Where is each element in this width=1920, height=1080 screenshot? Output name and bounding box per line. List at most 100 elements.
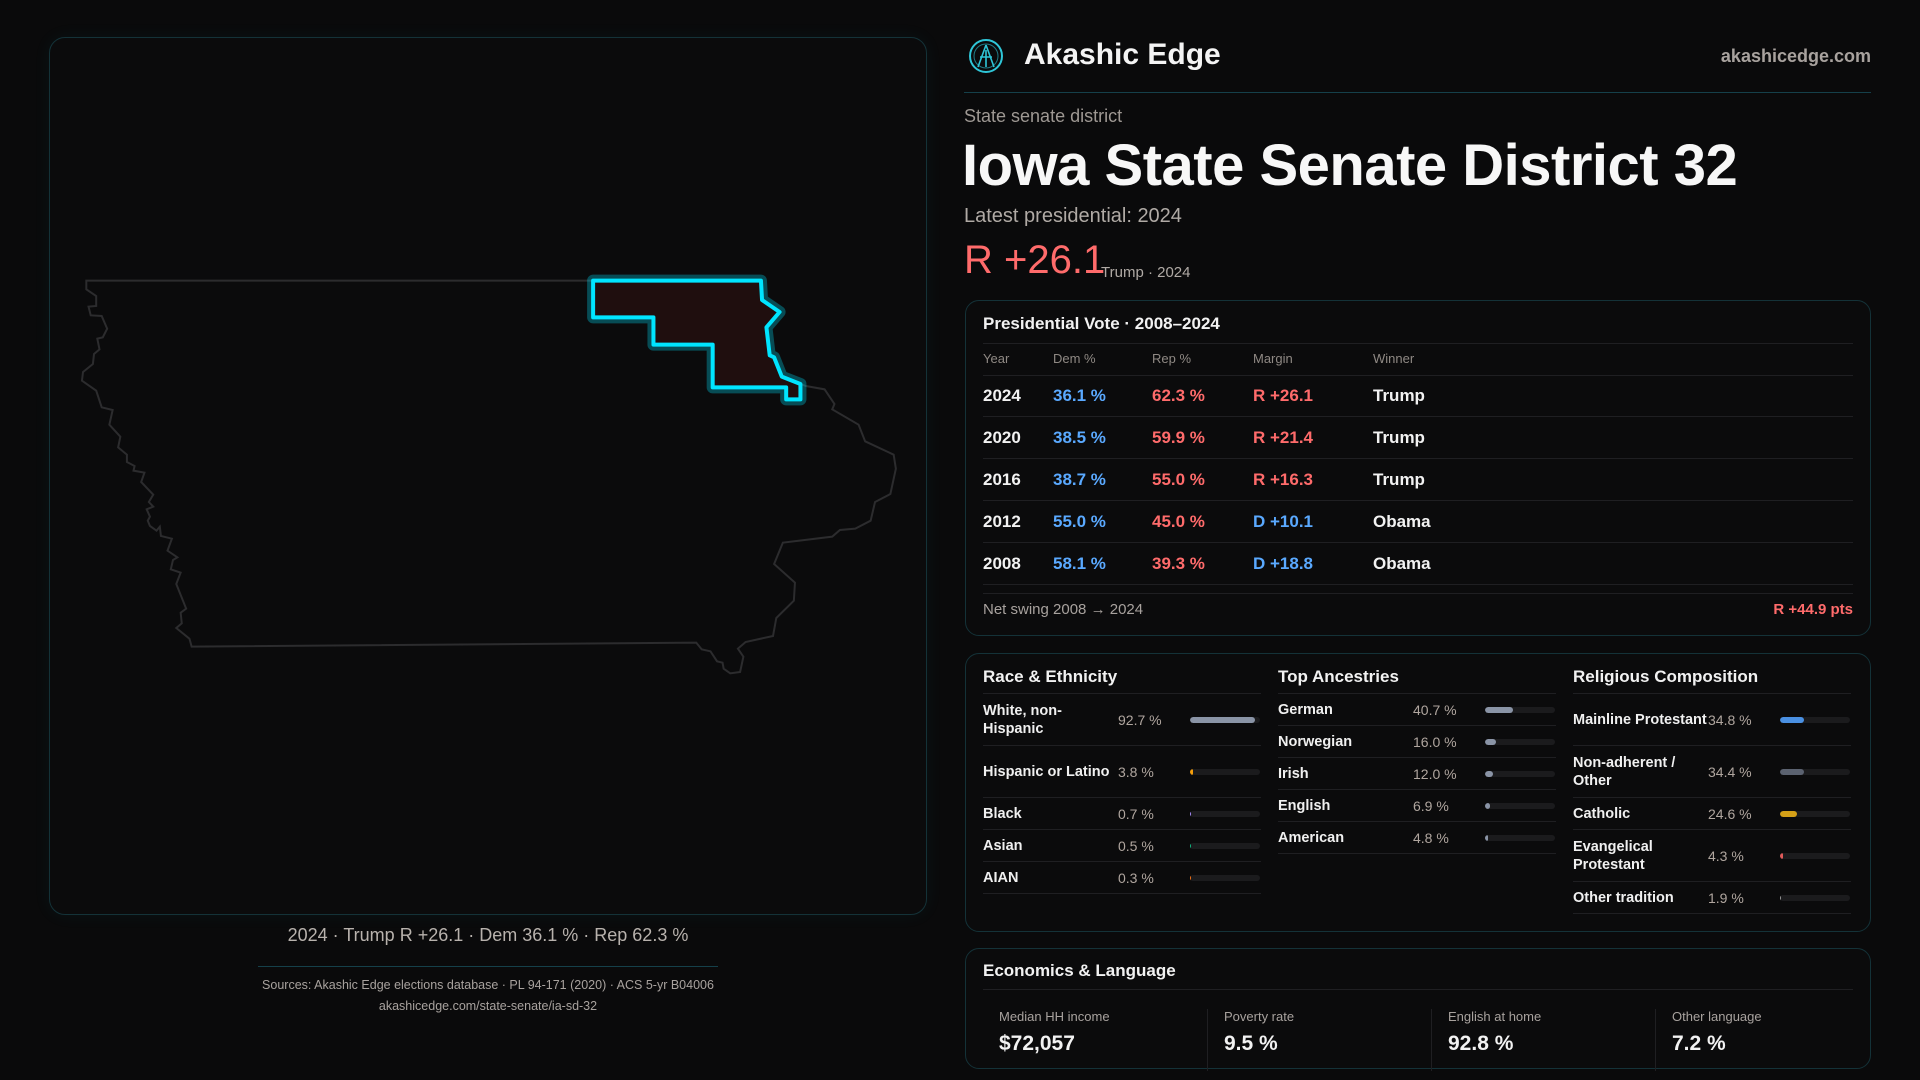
cell-rep: 55.0 % [1152, 470, 1205, 489]
item-bar-fill [1485, 834, 1489, 841]
stat-label: Median HH income [999, 1009, 1110, 1024]
item-label: Irish [1278, 765, 1309, 782]
stat-label: Other language [1672, 1009, 1762, 1024]
stat-tile: Other language 7.2 % [1655, 1009, 1879, 1071]
item-label: White, non-Hispanic [983, 702, 1062, 737]
item-bar-fill [1190, 874, 1192, 881]
item-value: 40.7 % [1413, 701, 1457, 718]
section-title: Race & Ethnicity [983, 667, 1118, 686]
economics-card: Economics & Language Median HH income $72… [965, 948, 1871, 1071]
item-label: Hispanic or Latino [983, 763, 1110, 780]
col-header-year: Year [983, 351, 1010, 366]
site-link[interactable]: akashicedge.com [1720, 46, 1871, 66]
list-item: Hispanic or Latino 3.8 % [983, 746, 1261, 798]
item-bar-fill [1190, 768, 1193, 775]
item-value: 34.4 % [1708, 763, 1752, 780]
section-title: Top Ancestries [1278, 667, 1399, 686]
cell-winner: Trump [1373, 470, 1425, 489]
list-item: Catholic 24.6 % [1573, 798, 1851, 830]
divider [983, 343, 1853, 344]
cell-winner: Obama [1373, 512, 1431, 531]
item-bar-fill [1485, 802, 1490, 809]
map-caption: 2024 · Trump R +26.1 · Dem 36.1 % · Rep … [287, 925, 689, 945]
iowa-state-outline [82, 281, 896, 674]
item-label: English [1278, 797, 1331, 814]
item-bar [1190, 716, 1260, 723]
item-bar-fill [1190, 716, 1255, 723]
cell-rep: 39.3 % [1152, 554, 1205, 573]
list-item: Asian 0.5 % [983, 830, 1261, 862]
item-label: Evangelical Protestant [1573, 838, 1653, 873]
stat-tile: Median HH income $72,057 [983, 1009, 1207, 1071]
district-map[interactable] [60, 260, 920, 690]
latest-margin: R +26.1 [964, 238, 1106, 282]
item-value: 12.0 % [1413, 765, 1457, 782]
section-title: Religious Composition [1573, 667, 1759, 686]
item-bar-fill [1780, 810, 1798, 817]
cell-year: 2020 [983, 428, 1021, 447]
col-header-dem: Dem % [1053, 351, 1096, 366]
latest-presidential-label: Latest presidential: 2024 [964, 205, 1182, 227]
table-row: 2024 36.1 % 62.3 % R +26.1 Trump [983, 375, 1853, 417]
item-bar-fill [1190, 842, 1192, 849]
item-label: Asian [983, 837, 1023, 854]
divider [983, 593, 1853, 594]
district-kind: State senate district [964, 106, 1123, 126]
district-32-shape[interactable] [593, 281, 800, 400]
item-value: 1.9 % [1708, 889, 1744, 906]
cell-winner: Obama [1373, 554, 1431, 573]
list-item: Norwegian 16.0 % [1278, 726, 1556, 758]
item-label: Other tradition [1573, 889, 1674, 906]
col-header-margin: Margin [1253, 351, 1293, 366]
cell-margin: D +18.8 [1253, 554, 1314, 573]
cell-rep: 59.9 % [1152, 428, 1205, 447]
stat-value: 92.8 % [1448, 1032, 1514, 1055]
stat-label: Poverty rate [1224, 1009, 1295, 1024]
item-label: American [1278, 829, 1345, 846]
table-row: 2012 55.0 % 45.0 % D +10.1 Obama [983, 501, 1853, 543]
list-item: Non-adherent / Other 34.4 % [1573, 746, 1851, 798]
demographics-card: Race & Ethnicity White, non-Hispanic 92.7 … [965, 653, 1871, 932]
stat-value: 7.2 % [1672, 1032, 1726, 1055]
item-bar-fill [1780, 894, 1782, 901]
page-title: Iowa State Senate District 32 [962, 133, 1738, 198]
header-divider [964, 92, 1871, 93]
cell-winner: Trump [1373, 386, 1425, 405]
item-label: Norwegian [1278, 733, 1353, 750]
cell-year: 2008 [983, 554, 1021, 573]
item-value: 24.6 % [1708, 805, 1752, 822]
map-panel [49, 37, 927, 915]
item-bar [1780, 810, 1850, 817]
table-row: 2020 38.5 % 59.9 % R +21.4 Trump [983, 417, 1853, 459]
cell-year: 2012 [983, 512, 1021, 531]
item-value: 0.3 % [1118, 869, 1154, 886]
cell-rep: 45.0 % [1152, 512, 1205, 531]
cell-margin: D +10.1 [1253, 512, 1314, 531]
net-swing-label: Net swing 2008 → 2024 [983, 601, 1144, 618]
cell-winner: Trump [1373, 428, 1425, 447]
cell-dem: 38.7 % [1053, 470, 1106, 489]
item-value: 34.8 % [1708, 711, 1752, 728]
item-value: 16.0 % [1413, 733, 1457, 750]
item-bar [1780, 894, 1850, 901]
item-bar [1190, 810, 1260, 817]
brand-name: Akashic Edge [1024, 38, 1221, 71]
cell-margin: R +16.3 [1253, 470, 1314, 489]
item-bar [1485, 706, 1555, 713]
page-url[interactable]: akashicedge.com/state-senate/ia-sd-32 [378, 999, 598, 1013]
item-value: 6.9 % [1413, 797, 1449, 814]
akashic-edge-logo-icon [969, 39, 1003, 73]
item-bar-fill [1780, 768, 1805, 775]
item-bar-fill [1780, 716, 1805, 723]
cell-margin: R +26.1 [1253, 386, 1314, 405]
cell-margin: R +21.4 [1253, 428, 1314, 447]
net-swing-value: R +44.9 pts [1773, 601, 1853, 618]
list-item: Irish 12.0 % [1278, 758, 1556, 790]
cell-year: 2016 [983, 470, 1021, 489]
table-row: 2016 38.7 % 55.0 % R +16.3 Trump [983, 459, 1853, 501]
item-bar-fill [1485, 738, 1497, 745]
col-header-rep: Rep % [1152, 351, 1192, 366]
item-bar [1485, 770, 1555, 777]
item-label: AIAN [983, 869, 1019, 886]
list-item: American 4.8 % [1278, 822, 1556, 854]
